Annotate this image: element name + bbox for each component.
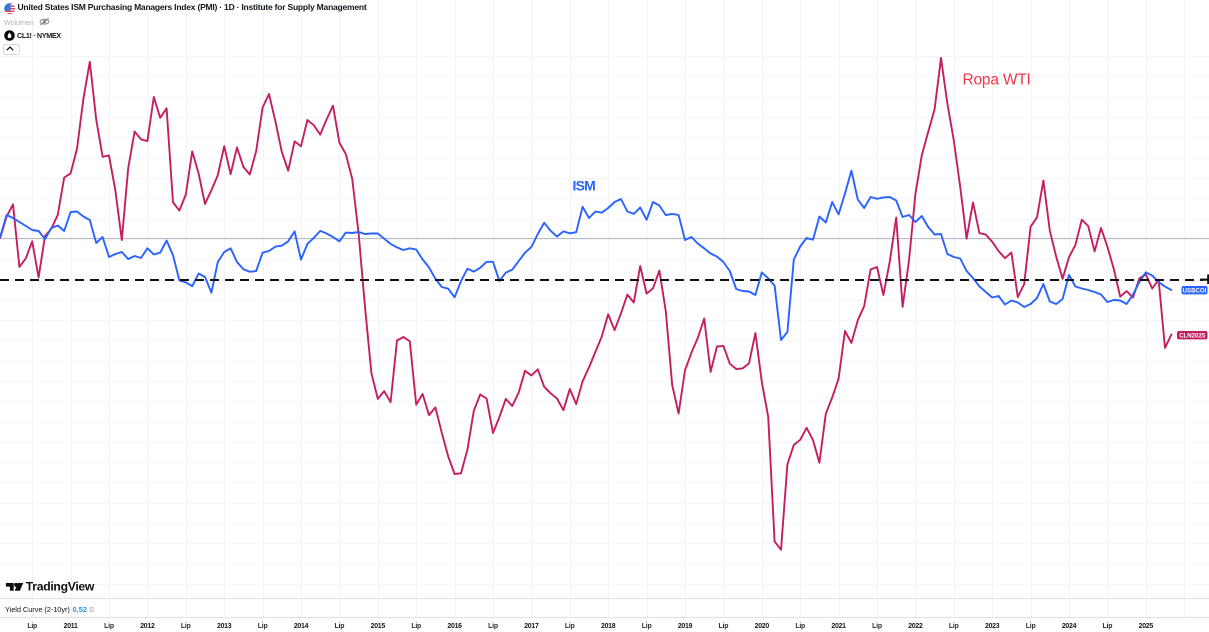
svg-text:Lip: Lip: [258, 623, 268, 630]
svg-text:Lip: Lip: [642, 623, 652, 630]
svg-text:2018: 2018: [601, 623, 616, 630]
svg-text:Lip: Lip: [27, 623, 37, 630]
svg-text:Lip: Lip: [335, 623, 345, 630]
svg-text:Ropa WTI: Ropa WTI: [963, 72, 1031, 89]
svg-text:2012: 2012: [140, 623, 155, 630]
svg-text:Lip: Lip: [565, 623, 575, 630]
svg-text:Lip: Lip: [1026, 623, 1036, 630]
svg-text:Lip: Lip: [795, 623, 805, 630]
svg-text:Lip: Lip: [872, 623, 882, 630]
svg-text:2015: 2015: [371, 623, 386, 630]
svg-text:2017: 2017: [524, 623, 539, 630]
svg-text:Lip: Lip: [949, 623, 959, 630]
svg-text:2013: 2013: [217, 623, 232, 630]
svg-text:2021: 2021: [831, 623, 846, 630]
svg-text:2020: 2020: [755, 623, 770, 630]
svg-text:2016: 2016: [447, 623, 462, 630]
svg-text:Lip: Lip: [181, 623, 191, 630]
svg-text:2019: 2019: [678, 623, 693, 630]
svg-text:Lip: Lip: [1103, 623, 1113, 630]
svg-text:USBCOI: USBCOI: [1183, 288, 1207, 295]
svg-text:ISM: ISM: [573, 178, 596, 194]
svg-text:TradingView: TradingView: [26, 580, 95, 594]
svg-text:2011: 2011: [64, 623, 78, 630]
svg-text:CLN2025: CLN2025: [1179, 333, 1206, 340]
svg-text:2022: 2022: [908, 623, 923, 630]
svg-text:Lip: Lip: [411, 623, 421, 630]
svg-text:2014: 2014: [294, 623, 309, 630]
svg-text:Lip: Lip: [719, 623, 729, 630]
svg-text:Lip: Lip: [104, 623, 114, 630]
svg-text:2025: 2025: [1139, 623, 1154, 630]
svg-text:2023: 2023: [985, 623, 1000, 630]
svg-text:2024: 2024: [1062, 623, 1077, 630]
svg-text:Lip: Lip: [488, 623, 498, 630]
